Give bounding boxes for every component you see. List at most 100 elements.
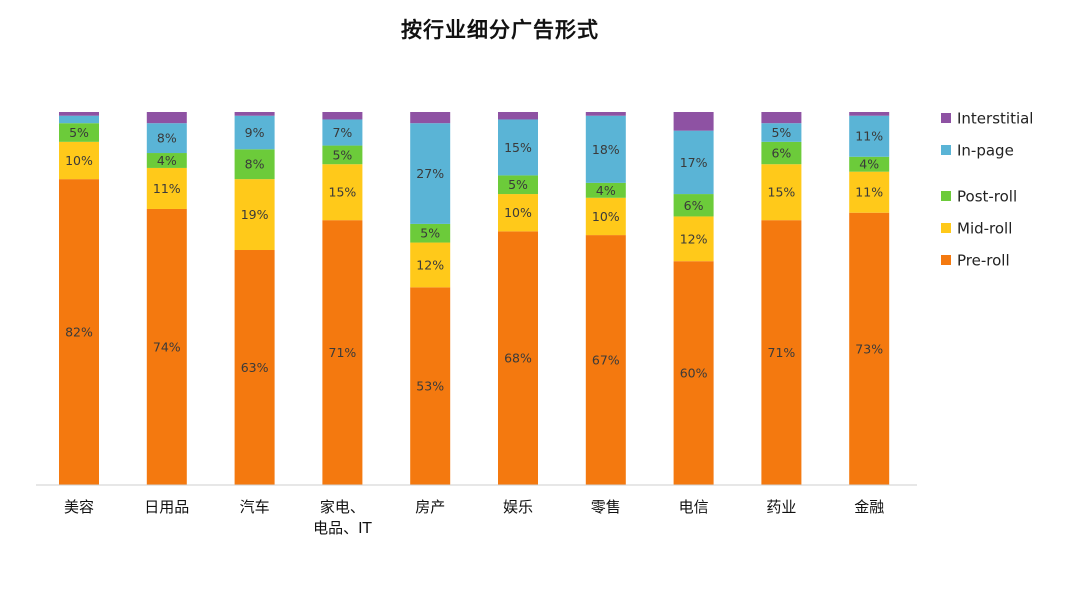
data-label-in-page: 9% — [245, 125, 265, 140]
data-label-in-page: 18% — [592, 142, 620, 157]
data-label-post-roll: 6% — [771, 146, 791, 161]
bar-segment-interstitial — [585, 112, 626, 116]
bar-segment-pre-roll — [234, 250, 275, 485]
data-label-pre-roll: 53% — [416, 379, 444, 394]
data-label-post-roll: 4% — [859, 157, 879, 172]
bar-segment-interstitial — [322, 112, 363, 120]
data-label-in-page: 5% — [771, 125, 791, 140]
bar-segment-mid-roll — [234, 179, 275, 251]
data-label-mid-roll: 12% — [680, 231, 708, 246]
category-label: 房产 — [415, 498, 445, 516]
legend-label-mid-roll: Mid-roll — [957, 220, 1012, 238]
bar-segment-pre-roll — [849, 212, 890, 485]
data-label-post-roll: 4% — [596, 183, 616, 198]
bar-segment-post-roll — [410, 223, 451, 243]
data-label-pre-roll: 67% — [592, 353, 620, 368]
bar-segment-post-roll — [585, 182, 626, 198]
bar-segment-pre-roll — [761, 220, 802, 486]
bar-segment-interstitial — [673, 112, 714, 131]
bar-segment-mid-roll — [59, 141, 99, 180]
bar-segment-mid-roll — [849, 171, 890, 213]
data-label-post-roll: 8% — [245, 157, 265, 172]
bar-segment-in-page — [849, 115, 890, 157]
bar-segment-post-roll — [146, 153, 187, 168]
data-label-pre-roll: 73% — [855, 341, 883, 356]
category-label: 美容 — [64, 498, 94, 516]
bar-segment-post-roll — [59, 123, 99, 142]
data-label-post-roll: 5% — [69, 125, 89, 140]
data-label-post-roll: 5% — [508, 177, 528, 192]
category-label: 药业 — [766, 498, 796, 516]
legend-swatch-interstitial — [941, 113, 951, 123]
data-label-pre-roll: 63% — [241, 360, 269, 375]
bar-segment-post-roll — [322, 145, 363, 165]
bar-segment-in-page — [322, 119, 363, 146]
bar-segment-mid-roll — [585, 197, 626, 236]
data-label-mid-roll: 11% — [153, 181, 181, 196]
data-label-pre-roll: 71% — [329, 345, 357, 360]
bar-segment-mid-roll — [673, 216, 714, 262]
category-label: 娱乐 — [503, 498, 533, 516]
data-label-mid-roll: 10% — [592, 209, 620, 224]
legend-swatch-pre-roll — [941, 255, 951, 265]
bar-segment-post-roll — [673, 194, 714, 217]
bar-segment-in-page — [498, 119, 538, 176]
data-label-in-page: 11% — [855, 129, 883, 144]
bar-segment-interstitial — [761, 112, 802, 124]
bar-segment-pre-roll — [410, 287, 451, 485]
bar-segment-interstitial — [146, 112, 187, 124]
category-label: 日用品 — [144, 498, 189, 516]
data-label-in-page: 7% — [332, 125, 352, 140]
bar-segment-interstitial — [498, 112, 538, 120]
bar-segment-pre-roll — [59, 179, 99, 485]
legend-swatch-post-roll — [941, 191, 951, 201]
data-label-mid-roll: 19% — [241, 207, 269, 222]
bar-segment-interstitial — [234, 112, 275, 116]
bar-segment-post-roll — [761, 141, 802, 165]
data-label-post-roll: 6% — [684, 198, 704, 213]
bar-segment-mid-roll — [410, 242, 451, 288]
bar-segment-mid-roll — [322, 164, 363, 221]
data-label-in-page: 8% — [157, 131, 177, 146]
bar-segment-post-roll — [498, 175, 538, 195]
category-label: 家电、 — [320, 498, 365, 516]
bar-segment-post-roll — [849, 156, 890, 172]
data-label-in-page: 17% — [680, 155, 708, 170]
data-label-pre-roll: 60% — [680, 366, 708, 381]
bars-group: 82% 10% 5% 74% 11% 4% 8% 63% 19% 8% 9% 71% 15% 5% 7% 53… — [59, 112, 890, 486]
data-label-in-page: 27% — [416, 166, 444, 181]
data-label-mid-roll: 10% — [65, 153, 93, 168]
data-label-post-roll: 5% — [332, 147, 352, 162]
bar-segment-post-roll — [234, 149, 275, 180]
bar-segment-pre-roll — [673, 261, 714, 485]
data-label-mid-roll: 15% — [329, 185, 357, 200]
data-label-mid-roll: 10% — [504, 205, 532, 220]
data-label-pre-roll: 71% — [768, 345, 796, 360]
category-label: 汽车 — [240, 498, 270, 516]
bar-segment-in-page — [410, 123, 451, 224]
legend-label-in-page: In-page — [957, 142, 1014, 160]
category-label: 金融 — [854, 498, 884, 516]
bar-segment-mid-roll — [146, 167, 187, 209]
bar-segment-in-page — [59, 115, 99, 124]
data-label-mid-roll: 12% — [416, 257, 444, 272]
legend: Interstitial In-page Post-roll Mid-roll Pre-… — [941, 110, 1033, 270]
data-label-mid-roll: 15% — [768, 185, 796, 200]
bar-segment-pre-roll — [498, 231, 538, 485]
bar-segment-in-page — [761, 123, 802, 142]
category-label: 电品、IT — [313, 519, 372, 537]
bar-segment-in-page — [585, 115, 626, 183]
legend-label-interstitial: Interstitial — [957, 110, 1033, 128]
bar-segment-pre-roll — [585, 235, 626, 485]
legend-swatch-mid-roll — [941, 223, 951, 233]
bar-segment-in-page — [234, 115, 275, 150]
bar-segment-mid-roll — [498, 194, 538, 232]
bar-segment-in-page — [146, 123, 187, 154]
bar-segment-in-page — [673, 130, 714, 195]
category-label: 零售 — [591, 498, 621, 516]
bar-segment-interstitial — [410, 112, 451, 124]
legend-swatch-in-page — [941, 145, 951, 155]
data-label-pre-roll: 74% — [153, 339, 181, 354]
bar-segment-mid-roll — [761, 164, 802, 221]
